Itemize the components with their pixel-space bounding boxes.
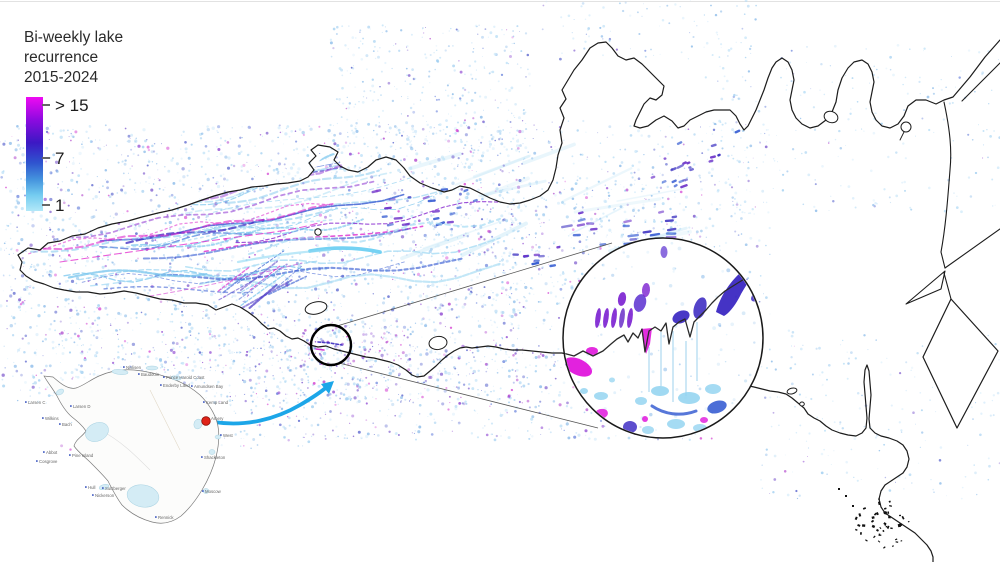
magnifier-content [564,241,762,434]
ice-shelf-patch [145,365,159,371]
elongated-lake-dashes [371,129,741,268]
inset-label: Amery [211,416,224,421]
zoom-source-circle [309,323,353,367]
legend-tick-label-min: 1 [55,196,64,215]
island-outlines [304,110,912,407]
inset-label: Moscow [205,489,222,494]
inset-label: Kemp Land [206,400,229,405]
legend-tick-label-mid: 7 [55,149,64,168]
inset-antarctica-map: Nivlisen Baudouin Prince Harold Coast Ender… [25,365,234,524]
ice-shelf-patch [126,484,160,508]
island [304,301,328,315]
legend-colorbar [26,97,43,211]
inset-label: Rennick [158,515,174,520]
island [799,401,805,407]
island [786,387,798,395]
location-arrow-icon [212,381,334,426]
ice-shelf-patch [111,369,129,375]
inset-label: Baudouin [141,372,160,377]
inset-label: Abbot [46,450,58,455]
inset-label: Hull [88,485,95,490]
inset-label: Amundsen Bay [194,384,224,389]
legend-title-line-2: recurrence [24,49,98,66]
inset-label: Nivlisen [126,365,142,370]
magnifier-inset [562,237,764,439]
legend-title-line-1: Bi-weekly lake [24,29,123,46]
ice-shelf-patch [98,484,110,490]
coastline-outlines [17,39,1000,562]
inset-label: Bach [62,422,72,427]
inset-label: Pine Island [72,453,94,458]
ice-shelf-patch [208,449,216,455]
inset-label: Wilkins [45,416,59,421]
island [900,121,912,133]
inset-label: Nickerson [95,493,115,498]
legend-tick-label-max: > 15 [55,96,89,115]
inset-label: Larsen C [28,400,45,405]
ice-shelf-patch [214,434,222,440]
inset-label: Prince Harold Coast [166,375,205,380]
island [428,335,448,351]
inset-label: Shackleton [204,455,226,460]
ice-shelf-patch [193,418,203,430]
legend-title-line-3: 2015-2024 [24,69,99,86]
ice-shelf-patch [85,422,109,442]
inset-label: West [223,433,234,438]
magnifier-connector-lines [336,242,613,429]
inset-label: Sulzberger [105,486,126,491]
study-site-marker [201,416,211,426]
ice-shelf-patch [170,375,182,381]
inset-label: Enderby Land [163,383,190,388]
inset-label: Larsen D [73,404,90,409]
ice-shelf-patch [56,388,64,396]
inset-label: Cosgrove [39,459,58,464]
island [314,228,322,236]
island [823,110,839,124]
rock-outcrop-specks [838,488,910,549]
legend: Bi-weekly lake recurrence 2015-2024 > 15… [24,29,123,215]
